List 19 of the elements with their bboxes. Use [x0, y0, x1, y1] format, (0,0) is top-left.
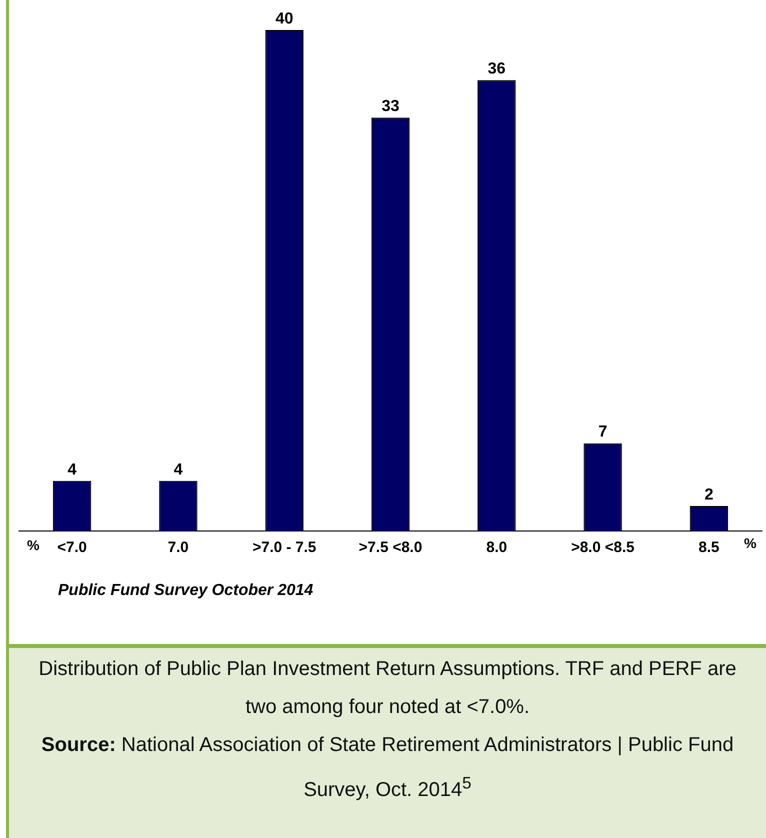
data-label: 4 [68, 461, 77, 478]
text: % [27, 537, 40, 553]
x-tick-label: 8.5 [698, 539, 720, 556]
x-tick-label: 8.0 [486, 539, 508, 556]
text: Public Fund Survey October 2014 [58, 582, 314, 600]
data-label: 40 [275, 10, 294, 28]
text: % [744, 535, 756, 551]
x-tick-label: >7.5 <8.0 [358, 539, 422, 556]
data-label: 4 [174, 461, 183, 478]
x-tick-label: <7.0 [57, 539, 87, 556]
text: Distribution of Public Plan Investment Return Assumptions. TRF and PERF are two among four noted at <7.0%. [38, 657, 738, 720]
data-label: 2 [704, 486, 714, 504]
x-tick-label: >8.0 <8.5 [571, 539, 634, 556]
data-label: 33 [382, 98, 400, 116]
data-label: 36 [488, 60, 506, 78]
x-tick-label: >7.0 - 7.5 [252, 539, 316, 556]
source-note: Source: National Association of State Retirement Administrators | Public Fund Survey, Oct. 2014$^{5}$ [41, 734, 734, 801]
data-label: 7 [598, 424, 608, 441]
x-tick-label: 7.0 [168, 539, 189, 556]
